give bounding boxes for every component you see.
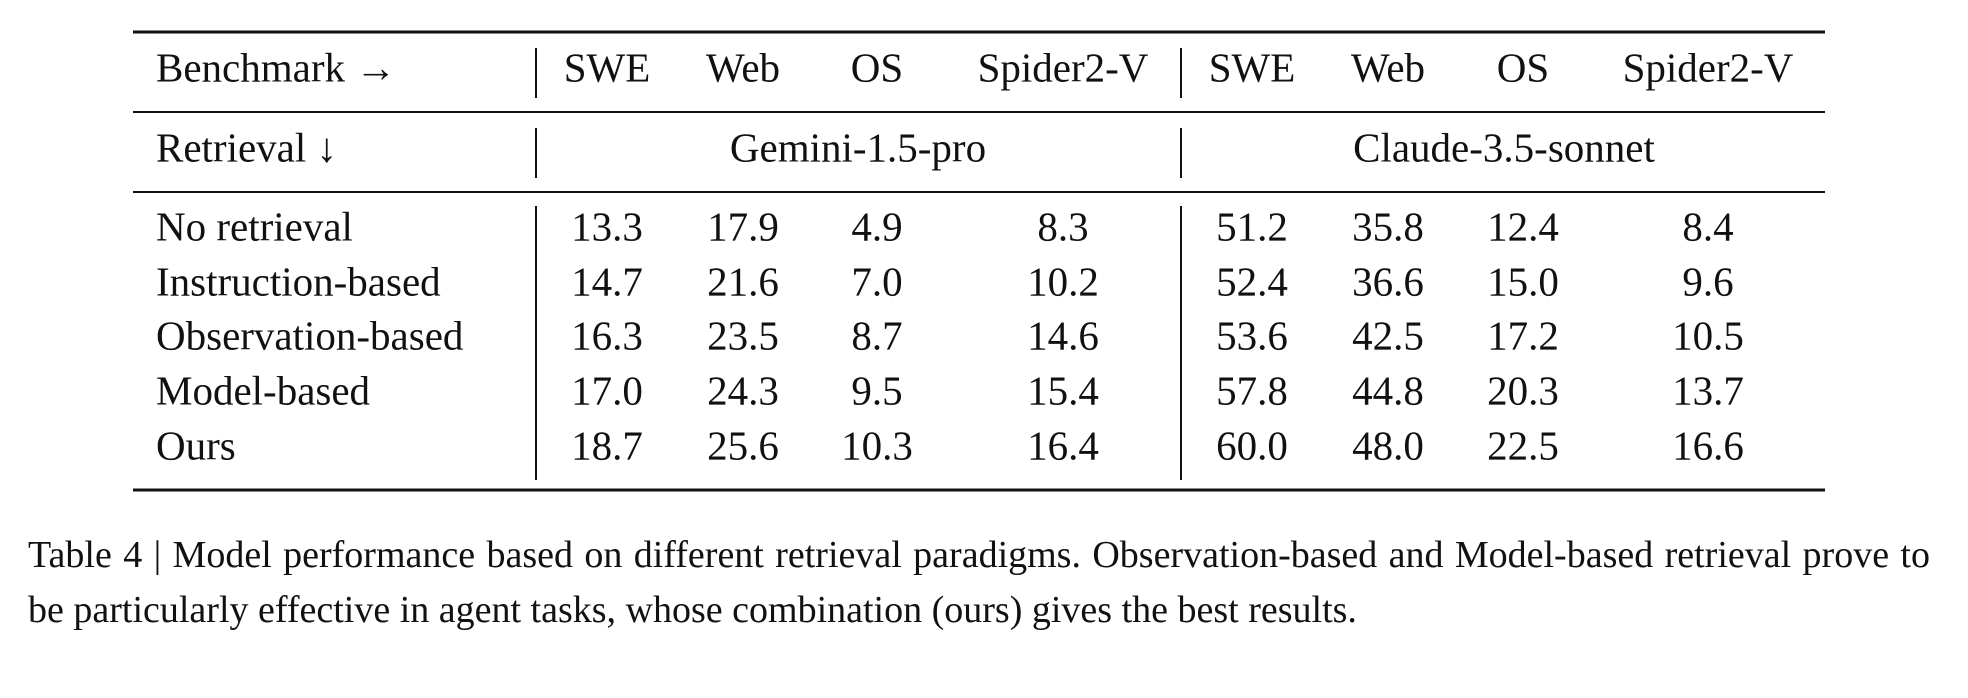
column-header: SWE [564,44,651,90]
column-header: SWE [1209,44,1296,90]
cell: 17.0 [571,367,643,413]
cell: 8.3 [1037,203,1088,249]
column-header: Web [1351,44,1425,90]
table: Gemini-1.5-pro Claude-3.5-sonnet Retriev… [133,30,1825,492]
column-header: Spider2-V [1623,44,1794,90]
cell: 57.8 [1216,367,1288,413]
cell: 23.5 [707,312,779,358]
column-header: Web [706,44,780,90]
cell: 10.2 [1027,258,1099,304]
cell: 48.0 [1352,422,1424,468]
cell: 52.4 [1216,258,1288,304]
cell: 14.7 [571,258,643,304]
cell: 16.4 [1027,422,1099,468]
cell: 13.3 [571,203,643,249]
cell: 10.3 [841,422,913,468]
group-label: Claude-3.5-sonnet [1353,124,1655,170]
cell: 16.3 [571,312,643,358]
cell: 8.4 [1682,203,1733,249]
column-header: OS [1497,44,1549,90]
cell: 14.6 [1027,312,1099,358]
cell: 20.3 [1487,367,1559,413]
cell: 8.7 [851,312,902,358]
cell: 9.5 [851,367,902,413]
cell: 9.6 [1682,258,1733,304]
cell: 17.9 [707,203,779,249]
cell: 10.5 [1672,312,1744,358]
header-label: Benchmark → [156,44,396,90]
cell: 51.2 [1216,203,1288,249]
cell: 44.8 [1352,367,1424,413]
column-header: Spider2-V [978,44,1149,90]
cell: 53.6 [1216,312,1288,358]
cell: 4.9 [851,203,902,249]
row-label: No retrieval [156,203,353,249]
cell: 25.6 [707,422,779,468]
cell: 24.3 [707,367,779,413]
cell: 60.0 [1216,422,1288,468]
cell: 42.5 [1352,312,1424,358]
cell: 7.0 [851,258,902,304]
group-label: Gemini-1.5-pro [730,124,986,170]
row-label: Observation-based [156,312,463,358]
cell: 17.2 [1487,312,1559,358]
cell: 36.6 [1352,258,1424,304]
cell: 18.7 [571,422,643,468]
cell: 22.5 [1487,422,1559,468]
row-label: Instruction-based [156,258,441,304]
cell: 21.6 [707,258,779,304]
cell: 13.7 [1672,367,1744,413]
cell: 16.6 [1672,422,1744,468]
cell: 15.0 [1487,258,1559,304]
cell: 15.4 [1027,367,1099,413]
cell: 12.4 [1487,203,1559,249]
row-label: Model-based [156,367,370,413]
row-label: Ours [156,422,236,468]
row-header-label: Retrieval ↓ [156,124,337,170]
cell: 35.8 [1352,203,1424,249]
caption: Table 4 | Model performance based on dif… [28,534,1930,631]
column-header: OS [851,44,903,90]
